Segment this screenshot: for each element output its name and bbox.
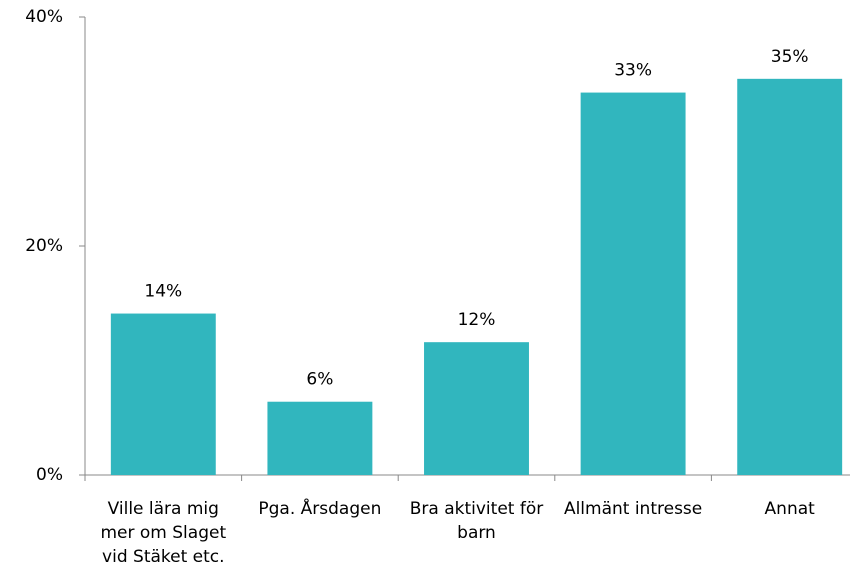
bar bbox=[580, 92, 686, 475]
value-label: 14% bbox=[144, 282, 182, 302]
value-label: 6% bbox=[306, 370, 333, 390]
x-tick-label: Pga. Årsdagen bbox=[258, 499, 382, 519]
value-label: 33% bbox=[614, 61, 652, 81]
x-tick-label: Bra aktivitet för barn bbox=[409, 499, 544, 543]
x-tick-label: Allmänt intresse bbox=[563, 499, 703, 519]
value-label: 35% bbox=[771, 47, 809, 67]
x-tick-label: Ville lära mig mer om Slaget vid Stäket … bbox=[100, 499, 227, 567]
bar bbox=[737, 78, 843, 475]
x-tick-label: Annat bbox=[764, 499, 815, 519]
y-tick-label: 20% bbox=[25, 236, 63, 256]
y-tick-label: 40% bbox=[25, 7, 63, 27]
y-tick-label: 0% bbox=[36, 465, 63, 485]
bar bbox=[267, 401, 373, 475]
value-label: 12% bbox=[458, 310, 496, 330]
bar bbox=[110, 313, 216, 475]
bar bbox=[424, 342, 529, 475]
